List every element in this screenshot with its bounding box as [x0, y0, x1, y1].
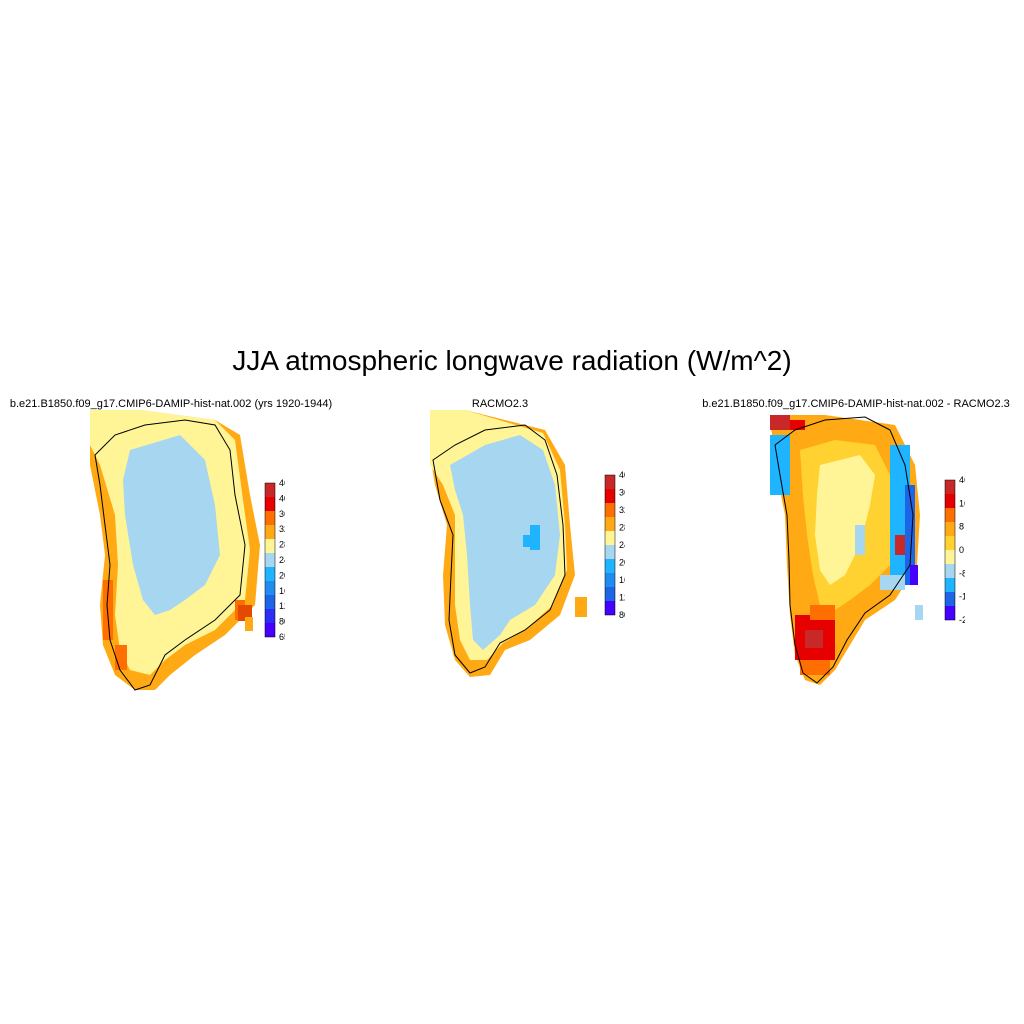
colorbar-swatch	[265, 539, 275, 553]
colorbar-tick-label: -16	[959, 592, 965, 602]
colorbar-frame	[264, 482, 276, 638]
colorbar-swatch	[605, 545, 615, 559]
colorbar-tick-label: 320	[619, 505, 625, 515]
east-island-patch	[238, 605, 253, 631]
colorbar-swatch	[945, 592, 955, 606]
coastline	[94, 419, 246, 691]
colorbar-tick-label: 80	[619, 610, 625, 620]
panel-title-difference: b.e21.B1850.f09_g17.CMIP6-DAMIP-hist-nat…	[702, 398, 1010, 410]
colorbar-swatch	[605, 573, 615, 587]
colorbar-swatch	[265, 609, 275, 623]
colorbar-tick-label: 240	[279, 555, 285, 565]
colorbar-swatch	[945, 480, 955, 494]
colorbar-tick-label: -25.26	[959, 615, 965, 625]
east-island-patch	[575, 597, 587, 617]
colorbar-tick-label: 280	[619, 523, 625, 533]
colorbar-swatch	[945, 550, 955, 564]
colorbar-swatch	[605, 601, 615, 615]
colorbar-swatch	[945, 494, 955, 508]
colorbar-swatch	[265, 497, 275, 511]
ice-interior-blue	[450, 435, 560, 650]
colorbar-frame	[944, 479, 956, 621]
colorbar-swatch	[265, 483, 275, 497]
colorbar-difference: 46.26 16 8 0 -8 -16 -25.26	[944, 475, 965, 625]
figure-title: JJA atmospheric longwave radiation (W/m^…	[232, 345, 792, 376]
colorbar-tick-label: 280	[279, 540, 285, 550]
colorbar-swatch	[265, 553, 275, 567]
coastline	[432, 424, 566, 674]
colorbar-swatch	[945, 578, 955, 592]
colorbar-racmo: 400 360 320 280 240 200 160 120 80	[604, 470, 625, 620]
colorbar-tick-label: -8	[959, 568, 965, 578]
colorbar-tick-label: 120	[279, 601, 285, 611]
colorbar-model: 463.9 400 360 320 280 240 200 160 120 80 65.4	[264, 478, 285, 642]
colorbar-swatch	[265, 511, 275, 525]
colorbar-swatch	[265, 567, 275, 581]
colorbar-swatch	[945, 606, 955, 620]
colorbar-swatch	[265, 595, 275, 609]
colorbar-tick-label: 400	[279, 493, 285, 503]
colorbar-swatch	[605, 531, 615, 545]
panel-title-racmo: RACMO2.3	[471, 398, 529, 410]
colorbar-swatch	[605, 559, 615, 573]
colorbar-tick-label: 200	[279, 570, 285, 580]
colorbar-frame	[604, 474, 616, 616]
colorbar-swatch	[265, 525, 275, 539]
diff-interior-light	[815, 455, 875, 585]
colorbar-tick-label: 120	[619, 593, 625, 603]
diff-north-red	[770, 415, 905, 555]
colorbar-tick-label: 400	[619, 470, 625, 480]
colorbar-tick-label: 360	[619, 488, 625, 498]
colorbar-tick-label: 46.26	[959, 475, 965, 485]
diff-south-red	[795, 605, 835, 675]
colorbar-swatch	[945, 564, 955, 578]
colorbar-swatch	[265, 623, 275, 637]
colorbar-swatch	[605, 587, 615, 601]
east-island-patch	[915, 605, 923, 620]
colorbar-tick-label: 160	[279, 586, 285, 596]
colorbar-swatch	[945, 536, 955, 550]
panel-title-model: b.e21.B1850.f09_g17.CMIP6-DAMIP-hist-nat…	[9, 398, 333, 410]
colorbar-swatch	[605, 517, 615, 531]
colorbar-tick-label: 0	[959, 545, 964, 555]
colorbar-tick-label: 240	[619, 540, 625, 550]
colorbar-swatch	[605, 503, 615, 517]
colorbar-swatch	[605, 475, 615, 489]
colorbar-swatch	[945, 522, 955, 536]
map-racmo: 400 360 320 280 240 200 160 120 80	[430, 410, 625, 677]
colorbar-swatch	[265, 581, 275, 595]
colorbar-tick-label: 360	[279, 509, 285, 519]
colorbar-tick-label: 16	[959, 498, 965, 508]
colorbar-tick-label: 80	[279, 617, 285, 627]
blue-patch	[523, 525, 540, 550]
colorbar-tick-label: 8	[959, 522, 964, 532]
ice-interior-blue	[123, 435, 220, 615]
map-difference: 46.26 16 8 0 -8 -16 -25.26	[770, 415, 965, 685]
colorbar-tick-label: 65.4	[279, 632, 285, 642]
colorbar-swatch	[605, 489, 615, 503]
map-model: 463.9 400 360 320 280 240 200 160 120 80 65.4	[90, 410, 285, 691]
colorbar-tick-label: 200	[619, 558, 625, 568]
coastline	[774, 416, 914, 684]
colorbar-tick-label: 463.9	[279, 478, 285, 488]
colorbar-tick-label: 160	[619, 575, 625, 585]
colorbar-swatch	[945, 508, 955, 522]
colorbar-tick-label: 320	[279, 524, 285, 534]
